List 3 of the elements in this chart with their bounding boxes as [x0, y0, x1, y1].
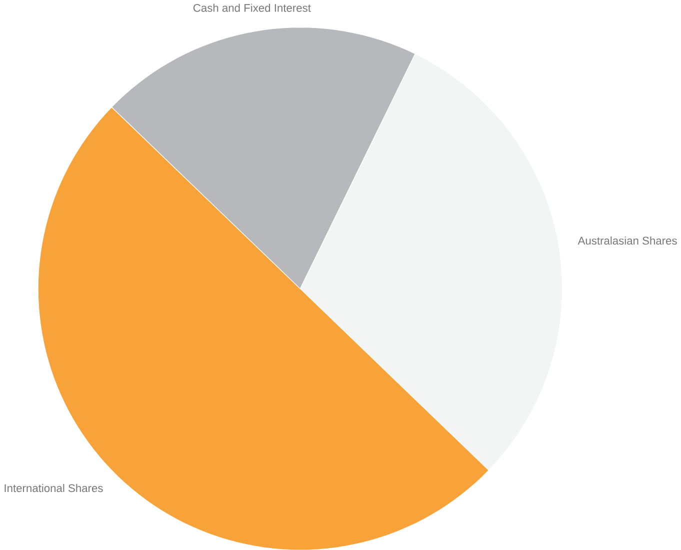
slice-label: Cash and Fixed Interest [193, 4, 311, 12]
slice-label: Australasian Shares [578, 236, 677, 244]
slice-label: International Shares [4, 484, 103, 492]
